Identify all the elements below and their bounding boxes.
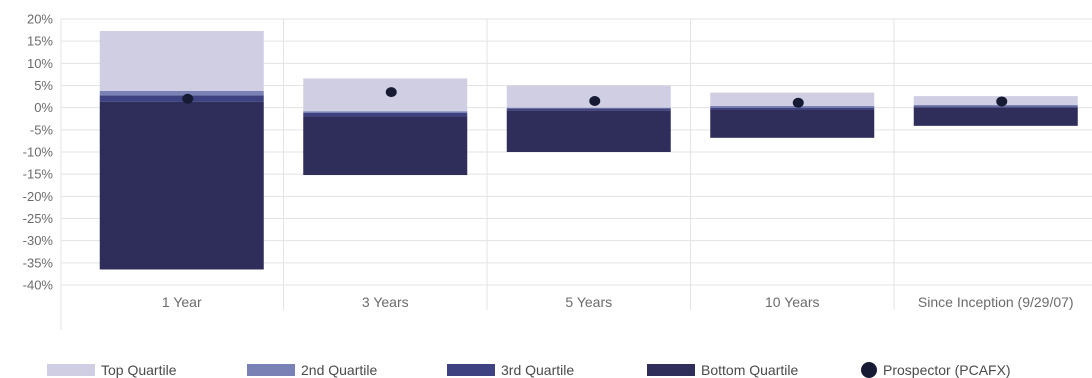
bar-3rd-quartile	[303, 112, 468, 117]
legend: Top Quartile 2nd Quartile 3rd Quartile Bott…	[47, 362, 1011, 378]
bar-3rd-quartile	[99, 95, 264, 102]
bar-3rd-quartile	[506, 108, 671, 111]
legend-label: Prospector (PCAFX)	[883, 362, 1011, 378]
legend-swatch	[247, 364, 295, 376]
category-label: 10 Years	[765, 294, 820, 310]
prospector-marker	[996, 96, 1008, 107]
bar-bottom-quartile	[913, 107, 1078, 126]
prospector-marker	[385, 87, 397, 98]
bar-3rd-quartile	[913, 106, 1078, 108]
legend-label: Bottom Quartile	[701, 362, 798, 378]
bar-top-quartile	[710, 92, 875, 106]
bar-2nd-quartile	[99, 90, 264, 96]
category-label: 3 Years	[362, 294, 409, 310]
y-tick-label: -5%	[30, 122, 54, 137]
y-tick-label: -30%	[23, 233, 54, 248]
bar-bottom-quartile	[303, 116, 468, 176]
legend-swatch	[447, 364, 495, 376]
bar-bottom-quartile	[710, 109, 875, 138]
y-tick-label: -25%	[23, 211, 54, 226]
bar-2nd-quartile	[913, 105, 1078, 107]
bars	[99, 30, 1078, 270]
bar-2nd-quartile	[710, 105, 875, 108]
bar-bottom-quartile	[506, 110, 671, 152]
prospector-markers	[182, 87, 1008, 108]
prospector-marker	[589, 96, 601, 107]
y-tick-label: -35%	[23, 255, 54, 270]
legend-label: 2nd Quartile	[301, 362, 377, 378]
bar-top-quartile	[913, 96, 1078, 106]
bar-top-quartile	[506, 85, 671, 108]
y-tick-label: 10%	[27, 56, 53, 71]
y-tick-label: 15%	[27, 34, 53, 49]
x-axis-categories: 1 Year 3 Years 5 Years 10 Years Since Incept…	[162, 294, 1074, 310]
category-label: Since Inception (9/29/07)	[918, 294, 1074, 310]
y-tick-label: -40%	[23, 278, 54, 293]
prospector-marker	[182, 93, 194, 104]
bar-top-quartile	[99, 30, 264, 91]
legend-swatch-marker	[861, 362, 877, 378]
y-axis-ticks: 20% 15% 10% 5% 0% -5% -10% -15% -20% -25% -30% -35%…	[23, 12, 54, 293]
bar-top-quartile	[303, 78, 468, 112]
y-tick-label: 0%	[34, 100, 53, 115]
legend-label: Top Quartile	[101, 362, 177, 378]
bar-3rd-quartile	[710, 107, 875, 110]
bar-bottom-quartile	[99, 101, 264, 270]
category-label: 5 Years	[565, 294, 612, 310]
bar-2nd-quartile	[303, 111, 468, 113]
y-tick-label: 20%	[27, 12, 53, 27]
bar-2nd-quartile	[506, 107, 671, 109]
category-label: 1 Year	[162, 294, 202, 310]
prospector-marker	[792, 97, 804, 108]
legend-label: 3rd Quartile	[501, 362, 574, 378]
y-tick-label: -20%	[23, 189, 54, 204]
legend-swatch	[47, 364, 95, 376]
y-tick-label: -10%	[23, 145, 54, 160]
legend-swatch	[647, 364, 695, 376]
y-tick-label: 5%	[34, 78, 53, 93]
y-tick-label: -15%	[23, 167, 54, 182]
